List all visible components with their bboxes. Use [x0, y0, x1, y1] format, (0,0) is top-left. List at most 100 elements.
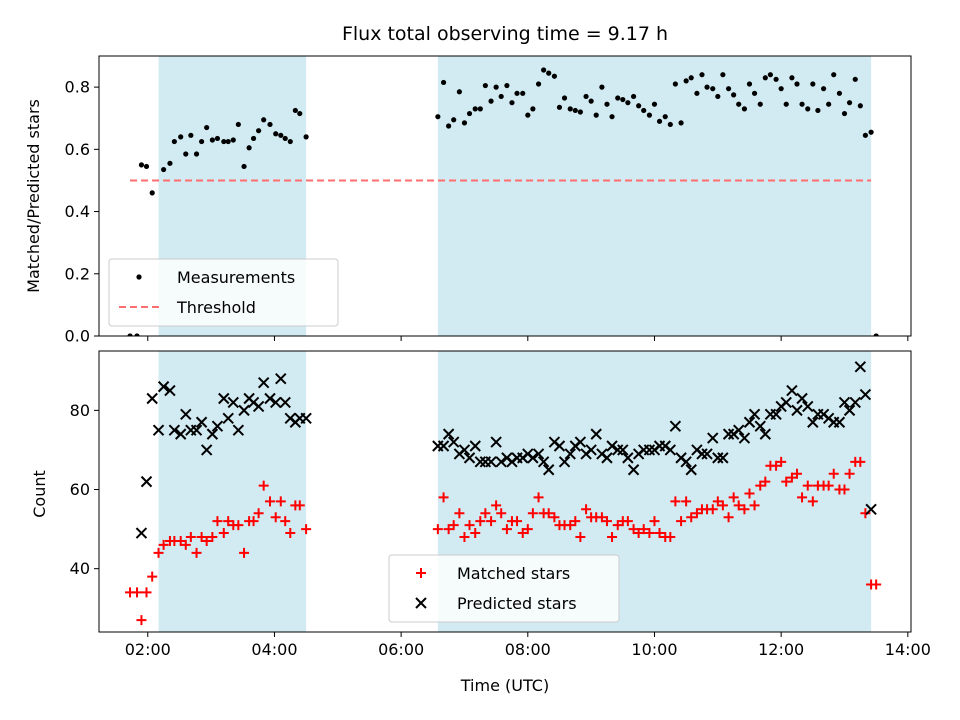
data-point [292, 107, 298, 114]
data-point [564, 448, 576, 460]
data-point [641, 107, 647, 114]
data-point [717, 452, 729, 464]
data-point [193, 151, 200, 157]
data-point [158, 539, 169, 550]
data-point [606, 440, 618, 452]
data-point [656, 118, 663, 124]
legend-marker-predicted [415, 597, 427, 609]
data-point [209, 137, 215, 143]
data-point [572, 107, 578, 114]
data-point [755, 480, 766, 491]
data-point [789, 75, 795, 81]
data-point [807, 416, 819, 428]
data-point [636, 103, 642, 109]
legend-label-matched: Matched stars [457, 564, 570, 583]
data-point [459, 532, 470, 543]
data-point [744, 488, 755, 499]
data-point [437, 440, 450, 452]
data-point [873, 333, 879, 336]
data-point [651, 101, 658, 107]
x-axis-label: Time (UTC) [460, 676, 549, 695]
data-point [741, 106, 748, 112]
data-point [241, 163, 247, 170]
data-point [855, 456, 866, 467]
data-point [694, 90, 700, 96]
data-point [204, 124, 210, 131]
data-point [454, 508, 465, 519]
data-point [138, 162, 145, 168]
data-point [504, 82, 510, 89]
data-point [627, 464, 640, 476]
data-point [609, 114, 615, 120]
data-point [273, 131, 279, 137]
data-point [493, 84, 499, 90]
data-point [739, 504, 750, 515]
data-point [218, 528, 229, 539]
data-point [132, 587, 143, 598]
y-tick-label: 40 [70, 559, 90, 578]
data-point [435, 114, 441, 120]
data-point [196, 532, 207, 543]
data-point [593, 112, 599, 118]
bottom-y-axis-label: Count [30, 470, 49, 518]
bottom-panel: 40 60 80 02:00 04:00 06:00 08:00 10:00 12:00 14:0… [70, 350, 931, 659]
data-point [253, 508, 264, 519]
data-point [633, 528, 644, 539]
data-point [233, 520, 244, 531]
data-point [446, 123, 452, 129]
data-point [710, 86, 716, 92]
data-point [464, 520, 475, 531]
data-point [849, 396, 861, 409]
data-point [180, 408, 192, 421]
data-point [301, 524, 312, 535]
data-point [617, 444, 629, 456]
data-point [797, 492, 808, 503]
data-point [725, 86, 732, 92]
data-point [278, 132, 284, 138]
data-point [140, 475, 153, 488]
data-point [736, 101, 742, 107]
data-point [791, 404, 803, 417]
data-point [530, 106, 536, 112]
data-point [664, 444, 677, 456]
data-point [517, 528, 528, 539]
x-tick-label: 12:00 [758, 640, 804, 659]
data-point [463, 452, 476, 464]
data-point [232, 424, 245, 436]
data-point [820, 86, 827, 92]
data-point [601, 516, 612, 527]
data-point [561, 95, 568, 101]
data-point [577, 109, 583, 115]
data-point [214, 135, 221, 142]
data-point [771, 460, 782, 471]
data-point [475, 516, 486, 527]
data-point [261, 117, 267, 123]
data-point [590, 428, 602, 440]
top-panel: 0.0 0.2 0.4 0.6 0.8 Measurements Threshold [65, 55, 912, 346]
data-point [601, 452, 613, 464]
data-point [815, 107, 821, 114]
data-point [567, 106, 573, 112]
data-point [670, 496, 681, 507]
data-point [256, 128, 262, 134]
data-point [748, 408, 761, 421]
data-point [141, 587, 152, 598]
data-point [250, 135, 257, 142]
data-point [442, 428, 455, 440]
data-point [171, 138, 177, 145]
data-point [167, 160, 173, 166]
data-point [458, 444, 471, 456]
data-point [620, 96, 626, 103]
data-point [622, 516, 633, 527]
data-point [134, 333, 140, 336]
data-point [270, 396, 282, 409]
data-point [472, 106, 478, 112]
data-point [802, 480, 813, 491]
data-point [799, 101, 805, 107]
data-point [168, 424, 181, 436]
data-point [843, 404, 856, 417]
data-point [841, 110, 848, 117]
data-point [796, 392, 808, 405]
x-tick-label: 08:00 [505, 640, 551, 659]
data-point [828, 468, 839, 479]
